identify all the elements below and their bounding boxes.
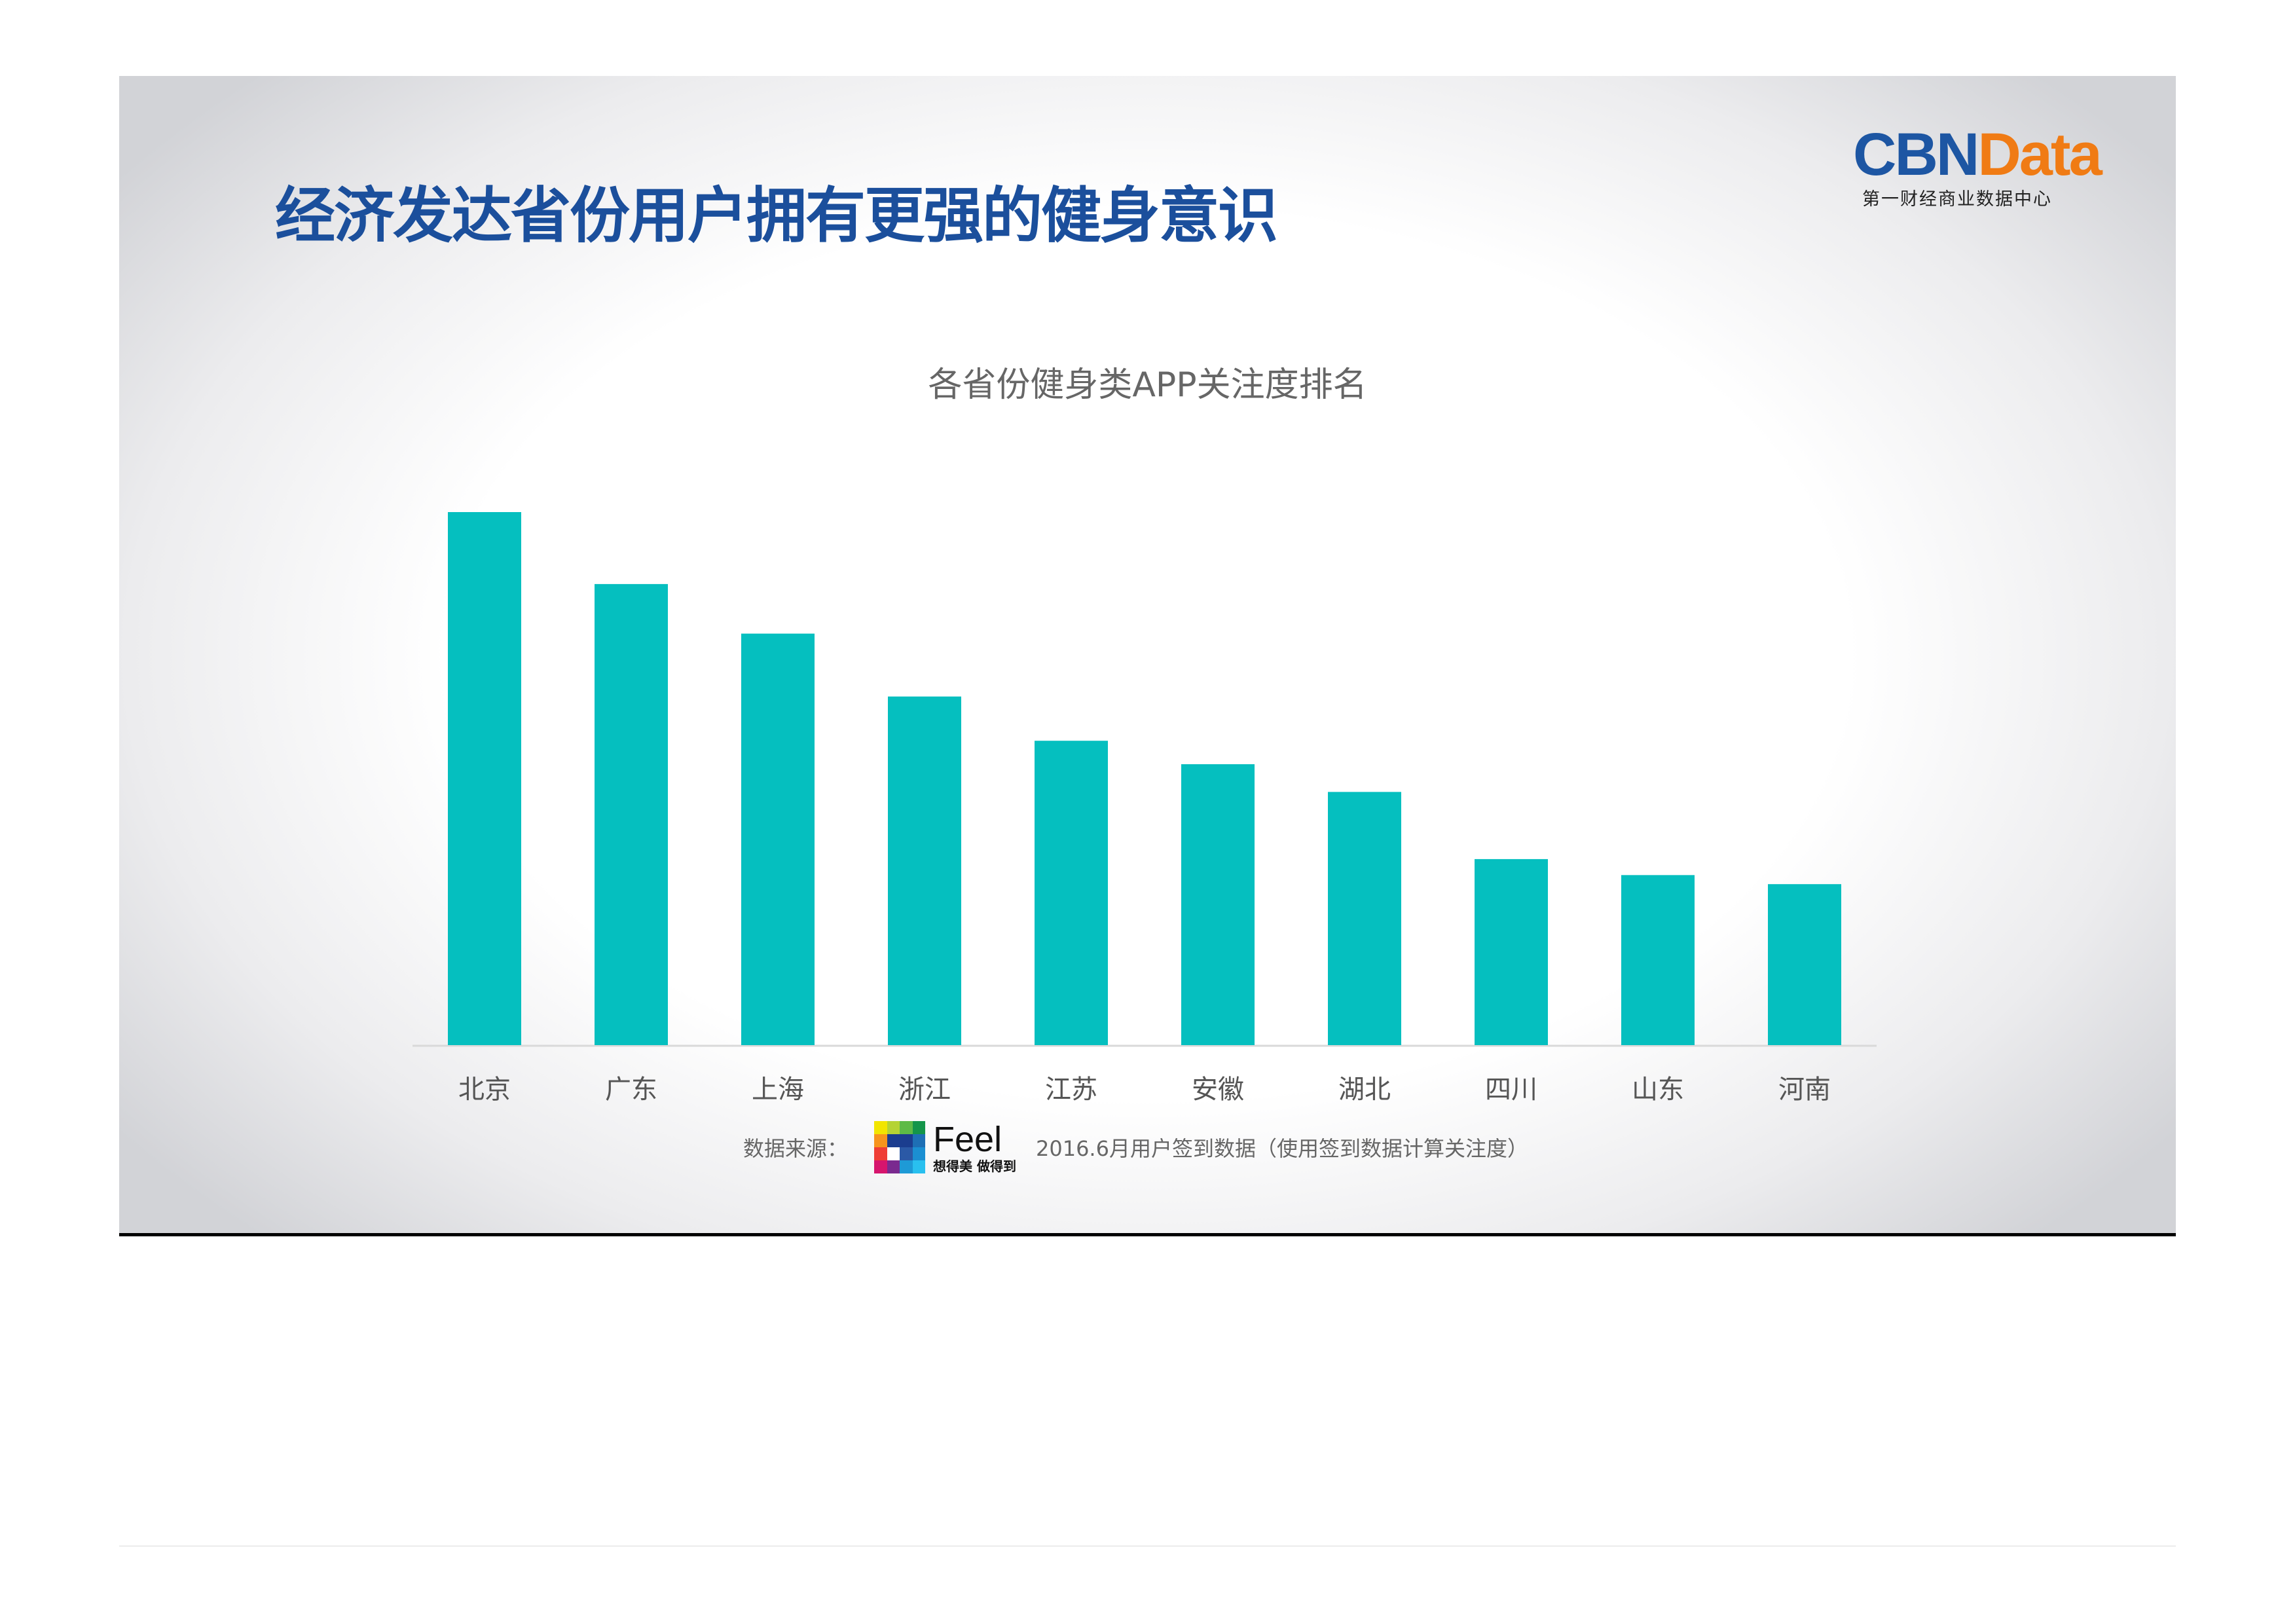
feel-logo-tile	[912, 1121, 926, 1134]
source-label: 数据来源：	[743, 1136, 849, 1161]
feel-logo-tile	[874, 1160, 887, 1173]
logo-subtitle: 第一财经商业数据中心	[1862, 189, 2052, 210]
x-tick-label: 浙江	[898, 1075, 951, 1105]
page-footer-divider	[119, 1545, 2176, 1547]
feel-logo-tile	[900, 1121, 913, 1134]
x-tick-label: 安徽	[1192, 1075, 1244, 1105]
feel-brand: Feel	[933, 1120, 1002, 1159]
x-tick-label: 江苏	[1045, 1075, 1097, 1105]
x-tick-label: 河南	[1778, 1075, 1831, 1105]
feel-logo-tile	[887, 1147, 900, 1160]
x-tick-label: 上海	[752, 1075, 804, 1105]
bar-2	[741, 633, 815, 1045]
x-tick-label: 湖北	[1338, 1075, 1391, 1105]
feel-logo-tile	[887, 1134, 900, 1147]
bar-9	[1768, 884, 1841, 1045]
feel-logo-tile	[900, 1160, 913, 1173]
cbndata-logo: CBNData 第一财经商业数据中心	[1853, 121, 2102, 210]
feel-logo-tile	[874, 1134, 887, 1147]
feel-logo-tile	[887, 1121, 900, 1134]
feel-logo-tile	[912, 1134, 926, 1147]
page-title: 经济发达省份用户拥有更强的健身意识	[275, 181, 1278, 251]
bar-6	[1328, 792, 1401, 1045]
x-tick-label: 北京	[458, 1075, 511, 1105]
slide-bottom-border	[119, 1233, 2176, 1236]
bar-0	[448, 512, 521, 1045]
feel-logo-tile	[874, 1121, 887, 1134]
x-tick-label: 广东	[605, 1075, 657, 1105]
bar-7	[1475, 858, 1548, 1045]
logo-cbn: CBN	[1853, 121, 1979, 188]
feel-logo: Feel 想得美 做得到	[874, 1121, 1016, 1173]
bar-1	[595, 583, 668, 1045]
feel-logo-icon	[874, 1121, 926, 1173]
bar-3	[888, 696, 961, 1045]
x-tick-label: 山东	[1632, 1075, 1684, 1105]
bar-4	[1035, 741, 1108, 1045]
logo-data: Data	[1977, 121, 2102, 188]
feel-slogan: 想得美 做得到	[933, 1158, 1016, 1174]
bar-8	[1621, 875, 1695, 1045]
feel-logo-tile	[900, 1147, 913, 1160]
feel-logo-tile	[900, 1134, 913, 1147]
feel-logo-tile	[912, 1147, 926, 1160]
source-description: 2016.6月用户签到数据（使用签到数据计算关注度）	[1035, 1136, 1528, 1161]
feel-logo-tile	[912, 1160, 926, 1173]
bar-5	[1181, 764, 1255, 1045]
chart-title: 各省份健身类APP关注度排名	[928, 365, 1367, 405]
feel-logo-tile	[887, 1160, 900, 1173]
data-source: 数据来源： Feel 想得美 做得到 2016.6月用户签到数据（使用签到数据计…	[743, 1121, 1528, 1173]
x-tick-label: 四川	[1485, 1075, 1537, 1105]
feel-logo-tile	[874, 1147, 887, 1160]
